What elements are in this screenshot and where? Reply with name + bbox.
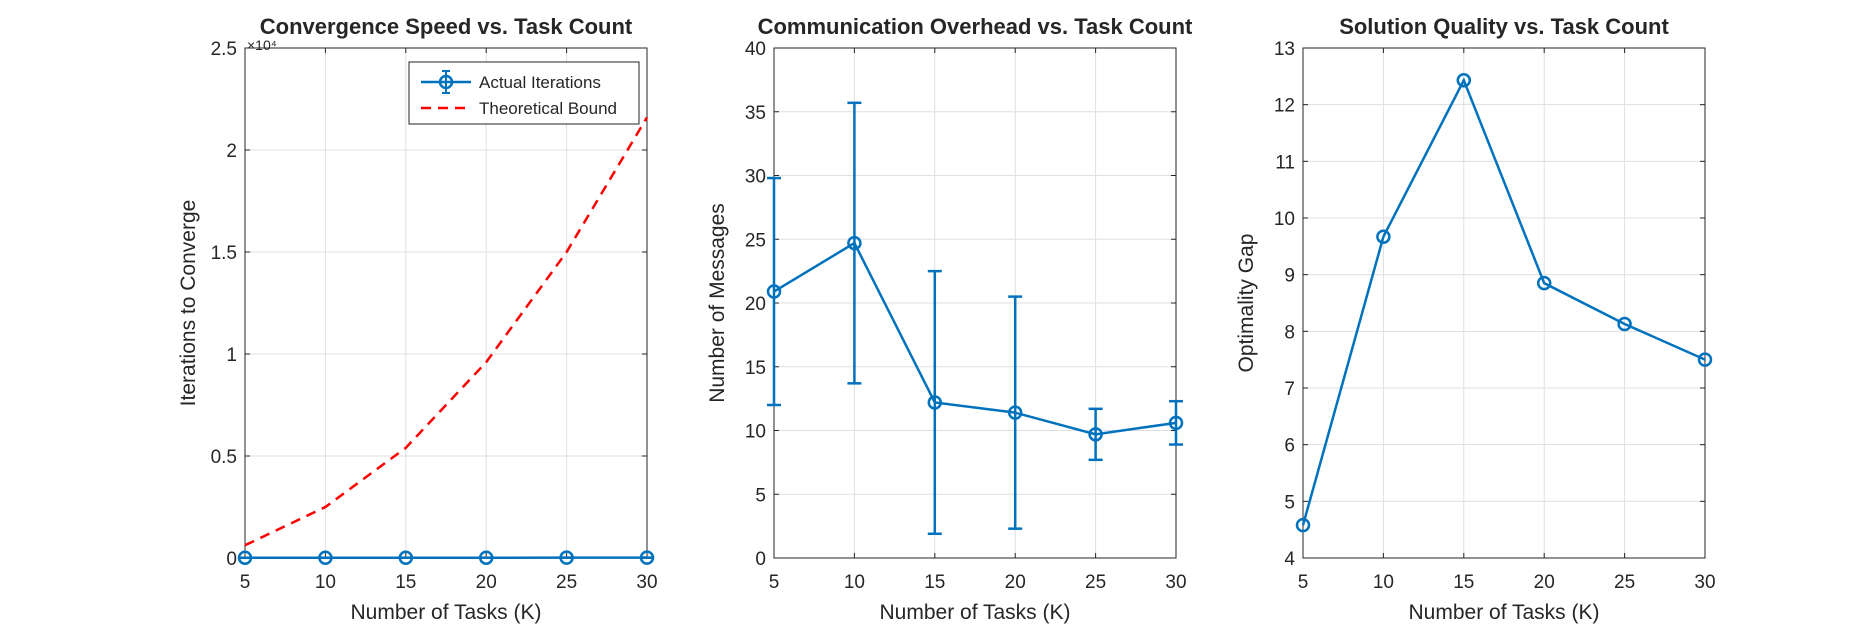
legend-entry: Theoretical Bound: [421, 99, 617, 118]
x-tick-label: 10: [844, 572, 865, 593]
x-tick-label: 5: [1298, 572, 1309, 593]
series-1: [1295, 73, 1713, 533]
axes-box: [1302, 47, 1706, 559]
y-tick-label: 35: [745, 103, 766, 124]
series-1: [766, 101, 1184, 536]
legend-label: Actual Iterations: [479, 73, 601, 92]
y-tick-label: 10: [745, 422, 766, 443]
y-axis-label: Optimality Gap: [1235, 234, 1258, 373]
data-point: [766, 284, 782, 299]
chart-title: Communication Overhead vs. Task Count: [758, 14, 1193, 39]
x-tick-label: 15: [1453, 572, 1474, 593]
data-point: [237, 550, 253, 566]
data-point: [1697, 352, 1713, 367]
chart-title: Solution Quality vs. Task Count: [1339, 14, 1669, 39]
data-point: [1007, 405, 1023, 420]
x-axis-label: Number of Tasks (K): [351, 601, 542, 624]
y-tick-label: 7: [1284, 379, 1295, 400]
data-point: [1617, 316, 1632, 332]
x-tick-label: 10: [315, 572, 336, 593]
data-point: [927, 395, 943, 410]
x-tick-label: 30: [1694, 572, 1715, 593]
y-tick-label: 15: [745, 358, 766, 379]
data-point: [478, 550, 494, 565]
y-tick-label: 20: [745, 294, 766, 315]
x-tick-label: 20: [1005, 572, 1026, 593]
y-tick-label: 9: [1284, 266, 1295, 287]
series-2: [244, 116, 649, 547]
series-1: [237, 550, 655, 566]
y-tick-label: 1.5: [211, 243, 237, 264]
plot-area: [245, 48, 647, 558]
data-point: [1376, 229, 1391, 244]
y-tick-label: 40: [745, 39, 766, 60]
data-point: [639, 550, 655, 565]
data-point: [1168, 415, 1184, 431]
data-point: [847, 235, 862, 251]
y-tick-label: 2.5: [211, 39, 237, 60]
data-point: [1295, 517, 1311, 533]
x-tick-label: 5: [769, 572, 780, 593]
data-point: [1456, 73, 1472, 88]
y-tick-label: 0: [755, 549, 766, 570]
x-tick-label: 15: [395, 572, 416, 593]
y-axis-label: Number of Messages: [706, 203, 729, 403]
data-point: [559, 550, 574, 565]
x-axis-label: Number of Tasks (K): [880, 601, 1071, 624]
data-point: [1088, 427, 1103, 442]
x-tick-label: 30: [636, 572, 657, 593]
x-axis-label: Number of Tasks (K): [1409, 601, 1600, 624]
error-bar: [1169, 399, 1183, 446]
y-tick-label: 12: [1274, 96, 1295, 117]
y-tick-label: 6: [1284, 436, 1295, 457]
legend-label: Theoretical Bound: [479, 99, 617, 118]
chart-title: Convergence Speed vs. Task Count: [260, 14, 633, 39]
y-exponent-label: ×10⁴: [247, 37, 277, 53]
y-tick-label: 1: [226, 345, 237, 366]
y-tick-label: 10: [1274, 209, 1295, 230]
y-tick-label: 0: [226, 549, 237, 570]
y-tick-label: 8: [1284, 322, 1295, 343]
y-tick-label: 11: [1275, 152, 1295, 173]
y-tick-label: 5: [1284, 492, 1295, 513]
x-tick-label: 15: [924, 572, 945, 593]
x-tick-label: 25: [1085, 572, 1106, 593]
y-tick-label: 2: [226, 141, 237, 162]
chart-panel-2: 5 10 15 20 25 300510152025303540Communication…: [706, 14, 1193, 624]
x-tick-label: 5: [240, 572, 251, 593]
x-tick-label: 25: [556, 572, 577, 593]
plot-area: [1303, 48, 1705, 558]
series-line: [773, 241, 1177, 436]
x-tick-label: 20: [476, 572, 497, 593]
y-tick-label: 5: [755, 485, 766, 506]
x-tick-label: 30: [1165, 572, 1186, 593]
y-axis-label: Iterations to Converge: [177, 200, 200, 407]
legend-entry: Actual Iterations: [421, 70, 601, 94]
x-tick-label: 10: [1373, 572, 1394, 593]
y-tick-label: 25: [745, 230, 766, 251]
series-line: [1301, 77, 1706, 526]
x-tick-label: 25: [1614, 572, 1635, 593]
data-point: [1536, 275, 1552, 291]
y-tick-label: 30: [745, 167, 766, 188]
legend: Actual Iterations Theoretical Bound: [408, 61, 640, 125]
data-point: [398, 550, 414, 565]
y-tick-label: 4: [1284, 549, 1295, 570]
y-tick-label: 13: [1274, 39, 1295, 60]
y-tick-label: 0.5: [211, 447, 237, 468]
data-point: [318, 550, 333, 566]
x-tick-label: 20: [1534, 572, 1555, 593]
series-line: [244, 116, 649, 547]
